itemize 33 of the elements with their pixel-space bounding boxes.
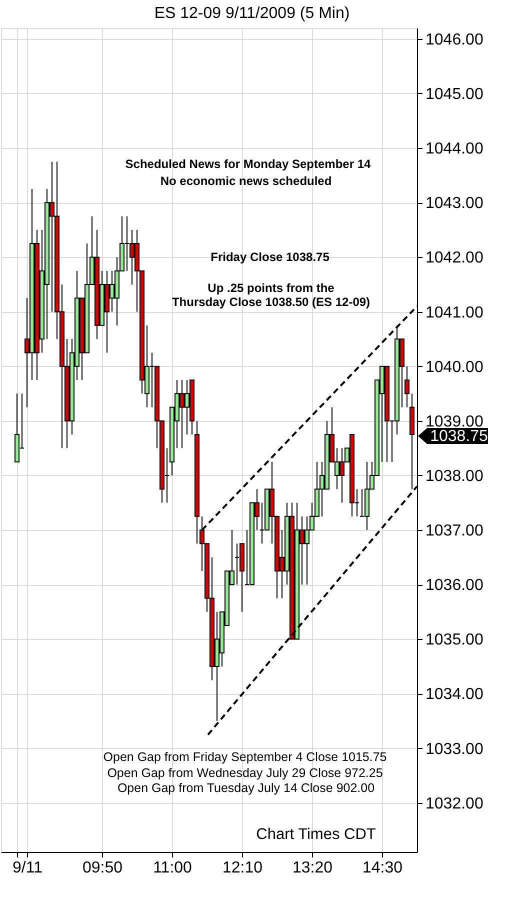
x-tick-label: 14:30 — [362, 860, 403, 876]
annotation: Thursday Close 1038.50 (ES 12-09) — [172, 295, 370, 309]
annotation: Open Gap from Tuesday July 14 Close 902.00 — [117, 781, 375, 795]
y-tick-label: 1038.00 — [426, 468, 484, 485]
y-tick-label: 1039.00 — [426, 413, 484, 430]
annotation: Open Gap from Friday September 4 Close 1015.75 — [103, 750, 387, 764]
y-tick-label: 1034.00 — [426, 686, 484, 704]
y-tick-label: 1032.00 — [426, 795, 484, 812]
y-tick-label: 1036.00 — [426, 577, 484, 594]
chart-title: ES 12-09 9/11/2009 (5 Min) — [154, 5, 350, 22]
annotation: No economic news scheduled — [160, 174, 332, 188]
y-tick-label: 1043.00 — [426, 195, 484, 212]
x-tick-label: 9/11 — [12, 860, 43, 876]
annotation: Up .25 points from the — [208, 281, 335, 295]
y-tick-label: 1040.00 — [426, 358, 484, 376]
annotation: Scheduled News for Monday September 14 — [125, 157, 372, 171]
x-tick-label: 11:00 — [153, 860, 192, 876]
y-tick-label: 1035.00 — [426, 632, 484, 649]
y-tick-label: 1044.00 — [426, 140, 484, 158]
y-tick-label: 1037.00 — [426, 522, 484, 540]
y-tick-label: 1046.00 — [426, 31, 484, 48]
annotation: Chart Times CDT — [256, 826, 376, 843]
annotation: Friday Close 1038.75 — [210, 250, 330, 264]
x-tick-label: 09:50 — [82, 860, 123, 876]
text: 1038.75 — [430, 428, 488, 445]
y-tick-label: 1045.00 — [426, 86, 484, 103]
y-tick-label: 1042.00 — [426, 250, 484, 267]
annotation: Open Gap from Wednesday July 29 Close 972.25 — [107, 766, 383, 780]
x-tick-label: 13:20 — [292, 860, 333, 876]
y-tick-label: 1033.00 — [426, 740, 484, 758]
x-tick-label: 12:10 — [222, 860, 263, 876]
y-tick-label: 1041.00 — [426, 304, 484, 322]
candlestick — [404, 366, 410, 408]
